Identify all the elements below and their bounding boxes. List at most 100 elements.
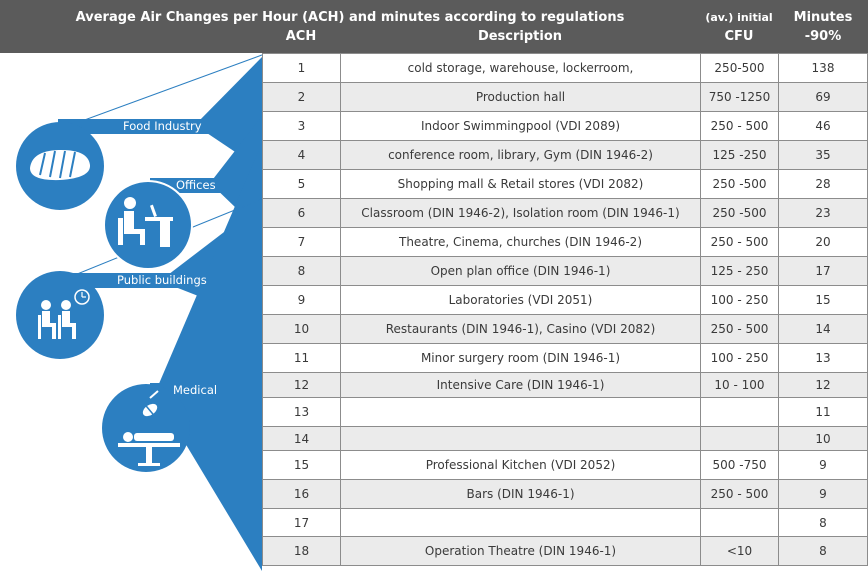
description-cell: conference room, library, Gym (DIN 1946-… [340, 140, 701, 170]
category-label-food-industry: Food Industry [123, 119, 202, 133]
ach-cell: 7 [262, 227, 341, 257]
description-cell: Minor surgery room (DIN 1946-1) [340, 343, 701, 373]
cfu-cell: 250 - 500 [700, 479, 779, 509]
ach-cell: 6 [262, 198, 341, 228]
ach-cell: 5 [262, 169, 341, 199]
ach-table-body: 1 cold storage, warehouse, lockerroom, 250… [262, 53, 868, 566]
minutes-cell: 8 [778, 508, 868, 537]
cfu-cell: 100 - 250 [700, 285, 779, 315]
minutes-cell: 138 [778, 53, 868, 83]
minutes-cell: 28 [778, 169, 868, 199]
table-row: 12 Intensive Care (DIN 1946-1) 10 - 100 12 [262, 372, 868, 398]
ach-table: 1 cold storage, warehouse, lockerroom, 250… [262, 53, 868, 566]
description-cell: Shopping mall & Retail stores (VDI 2082) [340, 169, 701, 199]
description-cell [340, 508, 701, 537]
description-cell: Indoor Swimmingpool (VDI 2089) [340, 111, 701, 141]
ach-cell: 14 [262, 426, 341, 451]
table-row: 15 Professional Kitchen (VDI 2052) 500 -75… [262, 450, 868, 480]
category-illustration [16, 54, 263, 571]
table-row: 14 10 [262, 426, 868, 451]
minutes-cell: 12 [778, 372, 868, 398]
cfu-cell: 250 -500 [700, 198, 779, 228]
column-header-cfu-line1: (av.) initial [705, 11, 773, 24]
description-cell: Production hall [340, 82, 701, 112]
table-row: 11 Minor surgery room (DIN 1946-1) 100 - 2… [262, 343, 868, 373]
operating-table-lamp-icon [118, 390, 180, 466]
table-row: 7 Theatre, Cinema, churches (DIN 1946-2) 2… [262, 227, 868, 257]
ach-cell: 13 [262, 397, 341, 427]
ach-cell: 1 [262, 53, 341, 83]
table-row: 2 Production hall 750 -1250 69 [262, 82, 868, 112]
table-row: 10 Restaurants (DIN 1946-1), Casino (VDI … [262, 314, 868, 344]
minutes-cell: 69 [778, 82, 868, 112]
description-cell: Operation Theatre (DIN 1946-1) [340, 536, 701, 566]
ach-cell: 15 [262, 450, 341, 480]
description-cell: Professional Kitchen (VDI 2052) [340, 450, 701, 480]
ach-cell: 10 [262, 314, 341, 344]
ach-cell: 11 [262, 343, 341, 373]
table-row: 18 Operation Theatre (DIN 1946-1) <10 8 [262, 536, 868, 566]
ach-cell: 18 [262, 536, 341, 566]
category-panel: Food Industry Offices Public buildings M… [0, 53, 263, 571]
medical-circle [102, 384, 190, 472]
cfu-cell [700, 397, 779, 427]
header-title: Average Air Changes per Hour (ACH) and m… [75, 10, 625, 25]
category-label-public-buildings: Public buildings [117, 273, 207, 287]
table-row: 6 Classroom (DIN 1946-2), Isolation room … [262, 198, 868, 228]
table-row: 16 Bars (DIN 1946-1) 250 - 500 9 [262, 479, 868, 509]
ach-cell: 17 [262, 508, 341, 537]
table-row: 1 cold storage, warehouse, lockerroom, 250… [262, 53, 868, 83]
column-header-minutes-line2: -90% [804, 29, 842, 44]
minutes-cell: 11 [778, 397, 868, 427]
table-row: 5 Shopping mall & Retail stores (VDI 2082… [262, 169, 868, 199]
minutes-cell: 20 [778, 227, 868, 257]
column-header-minutes-line1: Minutes [793, 10, 853, 25]
category-label-medical: Medical [173, 383, 218, 397]
cfu-cell: 250-500 [700, 53, 779, 83]
bread-icon [30, 149, 91, 181]
ach-cell: 9 [262, 285, 341, 315]
minutes-cell: 13 [778, 343, 868, 373]
waiting-room-clock-icon [38, 289, 90, 339]
cfu-cell: 250 -500 [700, 169, 779, 199]
cfu-cell: 750 -1250 [700, 82, 779, 112]
description-cell: Classroom (DIN 1946-2), Isolation room (… [340, 198, 701, 228]
cfu-cell: 250 - 500 [700, 111, 779, 141]
medical-wedge [155, 143, 262, 571]
table-row: 4 conference room, library, Gym (DIN 1946… [262, 140, 868, 170]
minutes-cell: 9 [778, 450, 868, 480]
description-cell: Bars (DIN 1946-1) [340, 479, 701, 509]
category-label-offices: Offices [176, 178, 216, 192]
column-header-description: Description [477, 29, 563, 44]
table-row: 9 Laboratories (VDI 2051) 100 - 250 15 [262, 285, 868, 315]
offices-circle [103, 180, 193, 270]
ach-cell: 3 [262, 111, 341, 141]
minutes-cell: 9 [778, 479, 868, 509]
table-header: Average Air Changes per Hour (ACH) and m… [0, 0, 868, 53]
table-row: 17 8 [262, 508, 868, 537]
food-industry-band [58, 119, 218, 134]
office-worker-desk-icon [118, 197, 173, 247]
ach-cell: 12 [262, 372, 341, 398]
minutes-cell: 17 [778, 256, 868, 286]
cfu-cell: <10 [700, 536, 779, 566]
description-cell: Intensive Care (DIN 1946-1) [340, 372, 701, 398]
minutes-cell: 15 [778, 285, 868, 315]
minutes-cell: 10 [778, 426, 868, 451]
description-cell [340, 426, 701, 451]
description-cell: Open plan office (DIN 1946-1) [340, 256, 701, 286]
minutes-cell: 8 [778, 536, 868, 566]
column-header-cfu-line2: CFU [724, 29, 754, 44]
ach-cell: 8 [262, 256, 341, 286]
public-buildings-band [60, 273, 225, 288]
ach-cell: 2 [262, 82, 341, 112]
description-cell [340, 397, 701, 427]
minutes-cell: 14 [778, 314, 868, 344]
cfu-cell: 10 - 100 [700, 372, 779, 398]
description-cell: cold storage, warehouse, lockerroom, [340, 53, 701, 83]
cfu-cell: 100 - 250 [700, 343, 779, 373]
description-cell: Restaurants (DIN 1946-1), Casino (VDI 20… [340, 314, 701, 344]
description-cell: Laboratories (VDI 2051) [340, 285, 701, 315]
table-row: 13 11 [262, 397, 868, 427]
